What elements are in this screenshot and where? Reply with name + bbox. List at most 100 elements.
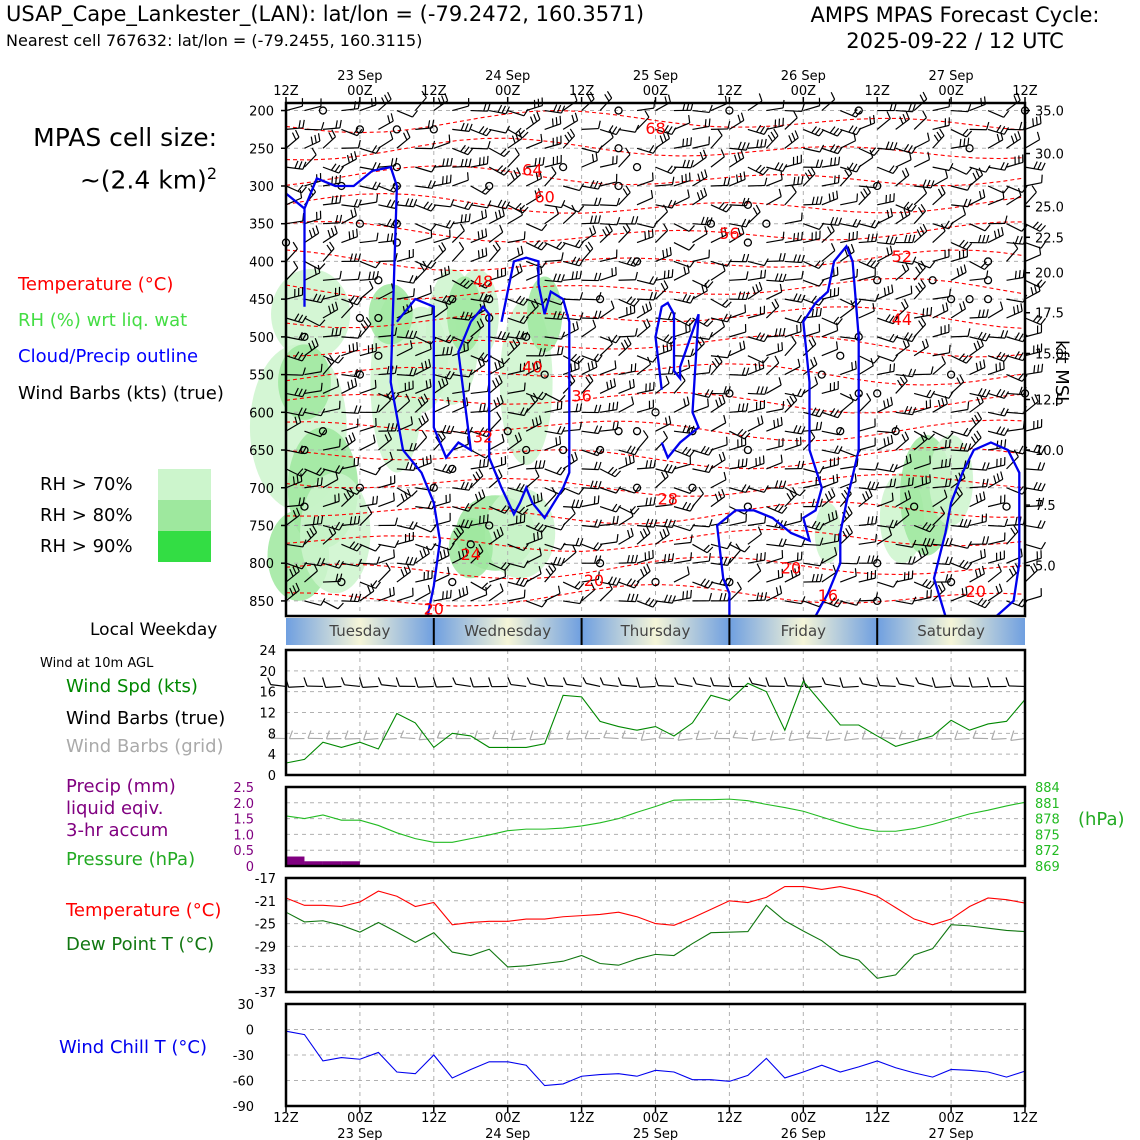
wind-barb-feather — [824, 493, 830, 502]
wind-barb-feather — [907, 477, 910, 486]
wind-barb-feather — [967, 443, 972, 452]
wind-barb-feather — [782, 273, 787, 282]
surface-wind-barb — [787, 685, 804, 688]
wind-barb-feather — [512, 339, 518, 347]
wind-barb-feather — [1041, 483, 1046, 492]
wind-barb — [581, 380, 594, 394]
wind-barb-feather — [356, 342, 359, 351]
wind-barb — [1006, 310, 1023, 319]
wind-barb — [710, 392, 728, 395]
wind-barb — [396, 496, 411, 508]
wind-barb — [766, 557, 783, 564]
wind-barb-feather — [737, 459, 740, 468]
wind-barb — [378, 120, 394, 130]
wind-barb-feather — [1014, 332, 1020, 340]
wind-barb-feather — [889, 245, 893, 254]
wind-barb-feather — [721, 488, 726, 497]
wind-barb — [544, 493, 557, 508]
wind-barb-feather — [328, 528, 334, 536]
surface-wind-barb — [510, 683, 527, 688]
wind-barb-feather — [503, 357, 511, 365]
wind-barb — [969, 196, 986, 206]
wind-barb-feather — [975, 170, 981, 178]
wind-barb — [858, 275, 876, 281]
wind-barb-feather — [1018, 445, 1024, 454]
wind-barb-feather — [737, 403, 741, 412]
weekday-title: Local Weekday — [90, 620, 218, 640]
wind-barb — [507, 317, 524, 325]
wind-barb-feather — [487, 103, 491, 112]
wind-barb-feather — [682, 501, 688, 510]
wind-barb-feather — [289, 568, 294, 577]
x-date-label-bottom: 24 Sep — [485, 1127, 530, 1140]
wind-barb-feather — [299, 189, 303, 199]
wind-barb-feather — [773, 128, 779, 137]
wind-barb-feather — [375, 544, 381, 552]
wind-barb — [950, 242, 967, 251]
wind-barb-feather — [762, 356, 769, 364]
wind-barb — [470, 128, 487, 137]
wind-barb-feather — [597, 425, 603, 434]
wind-barb-feather — [670, 341, 673, 350]
wind-barb — [563, 298, 581, 301]
wind-barb-feather — [338, 522, 344, 531]
wind-barb — [839, 392, 856, 402]
wind-barb — [803, 128, 820, 137]
wind-barb-feather — [827, 490, 833, 499]
wind-barb-feather — [477, 250, 480, 259]
windchill-tick-label: 0 — [246, 1024, 254, 1039]
surface-wind-barb-feather — [839, 677, 844, 688]
wind-barb — [877, 468, 895, 473]
wind-barb — [525, 177, 542, 187]
wind-barb-feather — [376, 495, 378, 504]
wind-barb-feather — [1033, 481, 1038, 490]
wind-barb-feather — [392, 586, 395, 595]
wind-barb-feather — [442, 591, 444, 600]
wind-barb — [304, 105, 322, 112]
wind-barb-feather — [967, 541, 972, 549]
wind-barb-feather — [760, 139, 763, 148]
wind-barb — [396, 571, 411, 583]
wind-barb — [913, 323, 927, 338]
wind-barb-feather — [905, 507, 910, 516]
wind-barb — [378, 223, 396, 229]
wind-barb-feather — [367, 585, 372, 594]
wind-barb — [895, 174, 910, 187]
wind-barb-feather — [494, 211, 498, 220]
wind-barb — [895, 600, 913, 605]
wind-barb-feather — [793, 233, 796, 242]
wind-barb-feather — [347, 381, 351, 390]
wind-barb — [784, 183, 802, 187]
calm-marker — [651, 408, 660, 417]
wind-barb-feather — [848, 525, 853, 533]
wind-barb-feather — [818, 129, 825, 137]
wind-barb-feather — [752, 286, 756, 295]
wind-barb-feather — [721, 299, 729, 306]
wind-barb-feather — [696, 339, 703, 347]
wind-barb — [470, 430, 488, 438]
wind-barb-feather — [611, 334, 618, 342]
calm-marker — [614, 181, 623, 191]
calm-marker — [318, 106, 328, 115]
wind-barb — [729, 348, 746, 357]
wind-barb-feather — [690, 534, 693, 543]
wind-barb — [747, 289, 763, 300]
wind-barb-feather — [663, 223, 669, 231]
wind-barb — [858, 240, 876, 244]
wind-barb-feather — [578, 205, 585, 213]
wind-barb-feather — [830, 157, 833, 166]
wind-barb — [914, 314, 931, 319]
wind-barb — [969, 316, 987, 319]
wind-barb-feather — [743, 171, 746, 180]
wind-barb-feather — [708, 553, 711, 562]
wind-barb — [544, 259, 562, 263]
wind-barb-feather — [1000, 407, 1005, 416]
wind-barb — [1024, 557, 1042, 564]
wind-barb — [784, 137, 799, 149]
wind-barb-feather — [811, 498, 815, 507]
wind-barb — [636, 355, 653, 363]
wind-barb — [636, 279, 654, 285]
wind-barb-feather — [977, 309, 981, 318]
wind-barb-feather — [837, 446, 843, 454]
wind-barb-feather — [572, 323, 576, 332]
